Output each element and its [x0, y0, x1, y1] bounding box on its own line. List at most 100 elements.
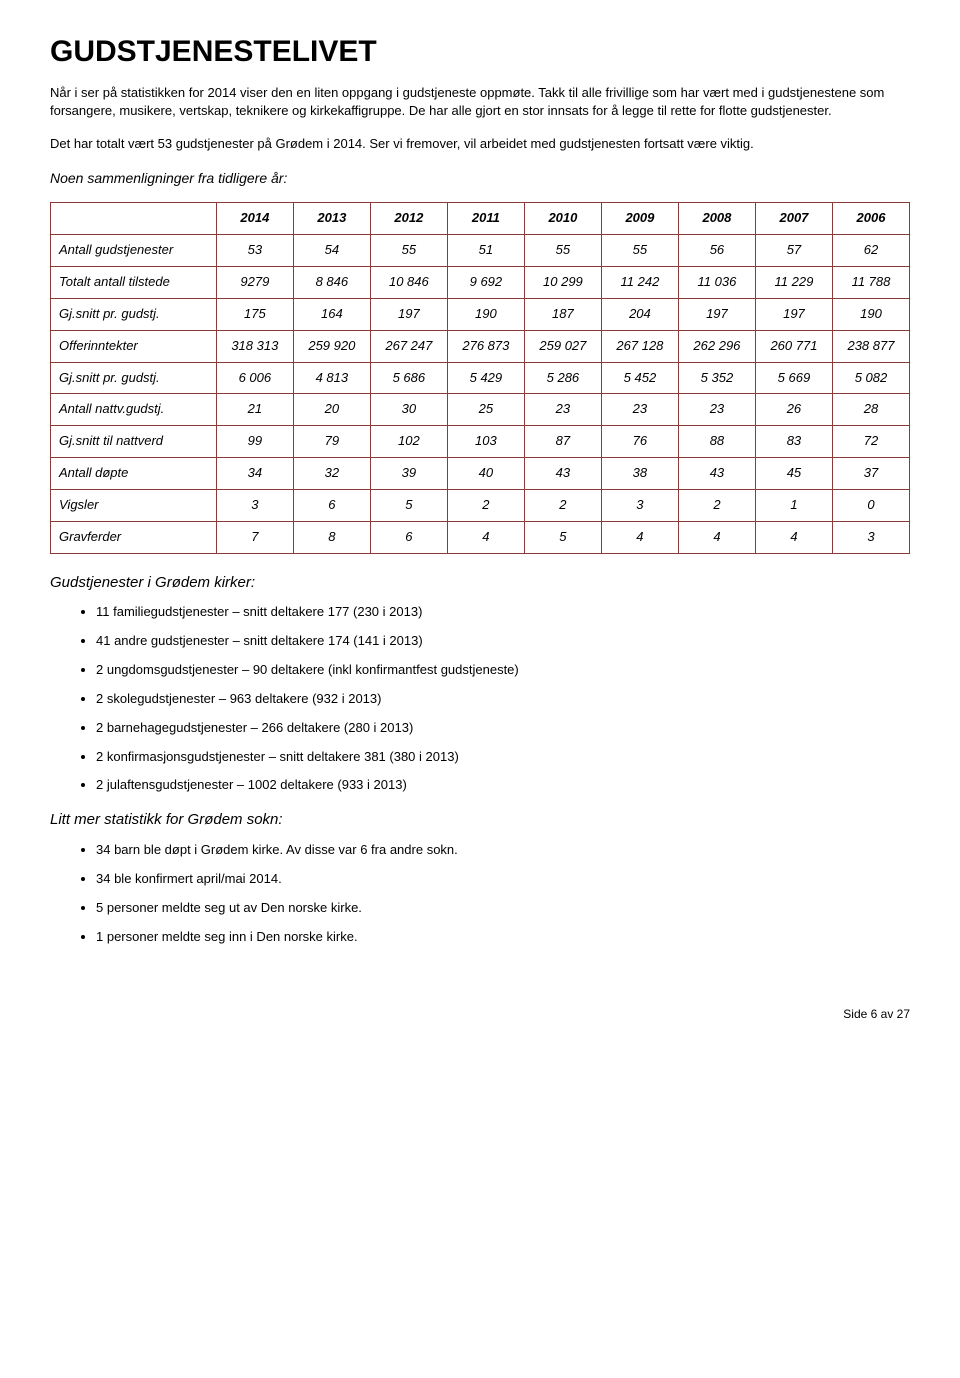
table-cell: 5 429: [447, 362, 524, 394]
table-cell: 79: [293, 426, 370, 458]
table-cell: 5 082: [832, 362, 909, 394]
year-header: 2011: [447, 203, 524, 235]
row-label: Gj.snitt pr. gudstj.: [51, 362, 217, 394]
table-cell: 30: [370, 394, 447, 426]
table-cell: 6: [370, 521, 447, 553]
bullet-list: 11 familiegudstjenester – snitt deltaker…: [96, 603, 910, 795]
table-cell: 53: [216, 235, 293, 267]
list-item: 2 barnehagegudstjenester – 266 deltakere…: [96, 719, 910, 738]
table-header-row: 2014 2013 2012 2011 2010 2009 2008 2007 …: [51, 203, 910, 235]
table-cell: 55: [601, 235, 678, 267]
table-cell: 87: [524, 426, 601, 458]
table-row: Totalt antall tilstede92798 84610 8469 6…: [51, 267, 910, 299]
list-item: 1 personer meldte seg inn i Den norske k…: [96, 928, 910, 947]
table-cell: 72: [832, 426, 909, 458]
table-cell: 190: [832, 298, 909, 330]
table-cell: 5 352: [678, 362, 755, 394]
intro-paragraph-2: Det har totalt vært 53 gudstjenester på …: [50, 135, 910, 154]
year-header: 2008: [678, 203, 755, 235]
table-cell: 3: [601, 489, 678, 521]
table-cell: 23: [601, 394, 678, 426]
table-cell: 7: [216, 521, 293, 553]
table-cell: 51: [447, 235, 524, 267]
list-item: 41 andre gudstjenester – snitt deltakere…: [96, 632, 910, 651]
section-title: Litt mer statistikk for Grødem sokn:: [50, 809, 910, 831]
table-cell: 55: [524, 235, 601, 267]
table-cell: 259 920: [293, 330, 370, 362]
bullet-list: 34 barn ble døpt i Grødem kirke. Av diss…: [96, 841, 910, 946]
table-cell: 88: [678, 426, 755, 458]
table-cell: 267 128: [601, 330, 678, 362]
table-cell: 102: [370, 426, 447, 458]
table-row: Offerinntekter318 313259 920267 247276 8…: [51, 330, 910, 362]
table-cell: 0: [832, 489, 909, 521]
list-item: 2 julaftensgudstjenester – 1002 deltaker…: [96, 776, 910, 795]
year-header: 2006: [832, 203, 909, 235]
table-cell: 4: [678, 521, 755, 553]
intro-paragraph-1: Når i ser på statistikken for 2014 viser…: [50, 84, 910, 122]
row-label: Vigsler: [51, 489, 217, 521]
table-cell: 11 788: [832, 267, 909, 299]
table-cell: 21: [216, 394, 293, 426]
table-cell: 38: [601, 458, 678, 490]
table-cell: 5 669: [755, 362, 832, 394]
table-cell: 5: [370, 489, 447, 521]
table-cell: 23: [524, 394, 601, 426]
table-cell: 1: [755, 489, 832, 521]
table-cell: 2: [678, 489, 755, 521]
table-cell: 267 247: [370, 330, 447, 362]
table-cell: 3: [216, 489, 293, 521]
table-cell: 62: [832, 235, 909, 267]
table-row: Gj.snitt pr. gudstj.6 0064 8135 6865 429…: [51, 362, 910, 394]
table-cell: 32: [293, 458, 370, 490]
table-row: Antall nattv.gudstj.212030252323232628: [51, 394, 910, 426]
table-cell: 54: [293, 235, 370, 267]
table-cell: 34: [216, 458, 293, 490]
table-cell: 262 296: [678, 330, 755, 362]
list-item: 2 konfirmasjonsgudstjenester – snitt del…: [96, 748, 910, 767]
table-cell: 4 813: [293, 362, 370, 394]
table-cell: 8: [293, 521, 370, 553]
table-cell: 6 006: [216, 362, 293, 394]
table-row: Antall gudstjenester535455515555565762: [51, 235, 910, 267]
row-label: Gj.snitt til nattverd: [51, 426, 217, 458]
comparison-subheading: Noen sammenligninger fra tidligere år:: [50, 168, 910, 188]
table-cell: 2: [447, 489, 524, 521]
table-corner-cell: [51, 203, 217, 235]
year-header: 2012: [370, 203, 447, 235]
table-cell: 197: [370, 298, 447, 330]
table-cell: 5 452: [601, 362, 678, 394]
table-cell: 8 846: [293, 267, 370, 299]
table-cell: 45: [755, 458, 832, 490]
table-cell: 187: [524, 298, 601, 330]
year-header: 2009: [601, 203, 678, 235]
table-cell: 39: [370, 458, 447, 490]
year-header: 2010: [524, 203, 601, 235]
sections-container: Gudstjenester i Grødem kirker:11 familie…: [50, 572, 910, 947]
table-cell: 164: [293, 298, 370, 330]
table-cell: 56: [678, 235, 755, 267]
table-cell: 9 692: [447, 267, 524, 299]
year-header: 2007: [755, 203, 832, 235]
table-cell: 28: [832, 394, 909, 426]
table-cell: 11 229: [755, 267, 832, 299]
table-body: Antall gudstjenester535455515555565762To…: [51, 235, 910, 553]
table-cell: 4: [447, 521, 524, 553]
list-item: 34 barn ble døpt i Grødem kirke. Av diss…: [96, 841, 910, 860]
table-cell: 318 313: [216, 330, 293, 362]
table-row: Gj.snitt pr. gudstj.17516419719018720419…: [51, 298, 910, 330]
row-label: Antall gudstjenester: [51, 235, 217, 267]
table-cell: 76: [601, 426, 678, 458]
table-cell: 23: [678, 394, 755, 426]
table-cell: 276 873: [447, 330, 524, 362]
table-cell: 25: [447, 394, 524, 426]
table-cell: 37: [832, 458, 909, 490]
table-cell: 20: [293, 394, 370, 426]
table-row: Antall døpte343239404338434537: [51, 458, 910, 490]
table-cell: 4: [755, 521, 832, 553]
table-cell: 259 027: [524, 330, 601, 362]
table-cell: 40: [447, 458, 524, 490]
table-cell: 43: [524, 458, 601, 490]
table-cell: 83: [755, 426, 832, 458]
table-cell: 55: [370, 235, 447, 267]
